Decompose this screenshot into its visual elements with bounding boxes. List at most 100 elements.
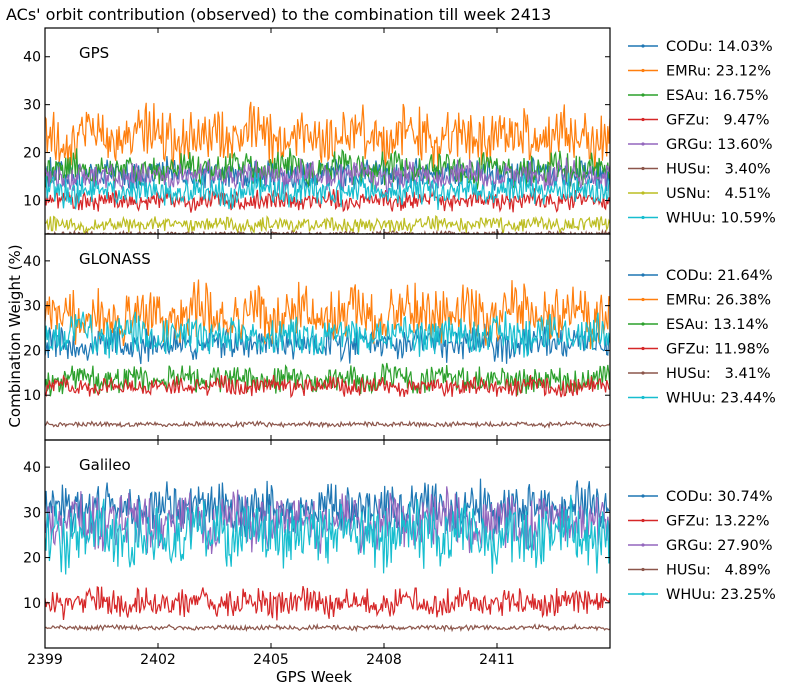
legend-item-gps-whuu: WHUu: 10.59% [628,211,776,227]
legend-label: GFZu: 9.47% [666,113,769,129]
legend-marker [641,93,645,97]
panel-frame-galileo [44,439,611,649]
x-axis-label: GPS Week [276,668,352,686]
legend-item-gps-codu: CODu: 14.03% [628,39,773,55]
legend-item-galileo-husu: HUSu: 4.89% [628,563,771,579]
y-tick-label: 40 [23,254,41,270]
panels: GPS 10 20 30 40 CODu: 14.03% EMRu: 23.12% ESAu:… [23,27,776,668]
legend-label: ESAu: 16.75% [666,88,769,104]
legend-item-gps-grgu: GRGu: 13.60% [628,137,773,153]
panel-galileo-lines [45,478,610,633]
legend-marker [641,518,645,523]
legend-label: WHUu: 10.59% [666,211,776,227]
legend-marker [641,273,645,277]
legend-item-gps-gfzu: GFZu: 9.47% [628,113,769,129]
y-tick-label: 30 [23,505,41,521]
series-line-gps-grgu [45,157,610,195]
panel-label-gps: GPS [79,44,109,62]
legend-marker [641,297,645,302]
legend-marker [641,44,645,48]
legend-item-glonass-codu: CODu: 21.64% [628,268,773,284]
x-tick-label: 2399 [27,652,63,668]
panel-glonass-lines [45,279,610,429]
series-line-gps-usnu [45,214,610,234]
legend-label: GRGu: 27.90% [666,538,773,554]
y-tick-label: 20 [23,343,41,359]
panel-label-glonass: GLONASS [79,250,151,268]
series-line-galileo-codu [45,478,610,538]
legend-marker [641,68,645,73]
panel-gps-lines [45,101,610,234]
legend-label: EMRu: 26.38% [666,293,771,309]
legend-label: HUSu: 3.41% [666,366,771,382]
legend-label: GRGu: 13.60% [666,137,773,153]
legend-label: CODu: 21.64% [666,268,773,284]
y-tick-label: 30 [23,98,41,114]
legend-marker [641,191,645,195]
legend-item-glonass-esau: ESAu: 13.14% [628,317,769,333]
series-line-gps-whuu [45,172,610,211]
y-tick-label: 10 [23,193,41,209]
y-axis-label: Combination Weight (%) [6,244,24,427]
legend-marker [641,592,645,596]
legend-marker [641,166,645,171]
legend-marker [641,215,645,220]
series-line-glonass-whuu [45,311,610,359]
legend-item-galileo-whuu: WHUu: 23.25% [628,587,776,603]
y-tick-label: 10 [23,388,41,404]
panel-label-galileo: Galileo [79,456,131,474]
series-line-glonass-husu [45,419,610,429]
legend-label: GFZu: 13.22% [666,514,769,530]
series-line-gps-emru [45,101,610,171]
legend-item-glonass-gfzu: GFZu: 11.98% [628,342,769,358]
y-tick-label: 20 [23,146,41,162]
legend-label: WHUu: 23.25% [666,587,776,603]
legend-item-gps-emru: EMRu: 23.12% [628,64,771,80]
legend-marker [641,142,645,146]
legend-label: CODu: 14.03% [666,39,773,55]
x-tick-label: 2405 [253,652,289,668]
legend-item-glonass-whuu: WHUu: 23.44% [628,391,776,407]
legend-label: HUSu: 3.40% [666,162,771,178]
series-line-glonass-gfzu [45,374,610,399]
y-tick-label: 40 [23,50,41,66]
legend-marker [641,494,645,498]
legend-item-galileo-grgu: GRGu: 27.90% [628,538,773,554]
legend-item-glonass-emru: EMRu: 26.38% [628,293,771,309]
legend-label: GFZu: 11.98% [666,342,769,358]
series-line-glonass-esau [45,362,610,397]
legend-marker [641,117,645,122]
y-tick-label: 20 [23,551,41,567]
x-tick-label: 2408 [366,652,402,668]
y-tick-label: 30 [23,299,41,315]
chart-title: ACs' orbit contribution (observed) to th… [6,5,551,24]
legend-item-galileo-codu: CODu: 30.74% [628,489,773,505]
series-line-galileo-whuu [45,494,610,575]
series-line-gps-gfzu [45,187,610,213]
legend-marker [641,346,645,351]
legend-label: WHUu: 23.44% [666,391,776,407]
y-tick-label: 40 [23,460,41,476]
y-tick-label: 10 [23,596,41,612]
legend-label: USNu: 4.51% [666,186,771,202]
legend-item-glonass-husu: HUSu: 3.41% [628,366,771,382]
legend-label: EMRu: 23.12% [666,64,771,80]
legend-label: ESAu: 13.14% [666,317,769,333]
legend-marker [641,322,645,326]
x-tick-label: 2402 [140,652,176,668]
series-line-gps-husu [45,228,610,234]
legend-marker [641,371,645,375]
legend-item-galileo-gfzu: GFZu: 13.22% [628,514,769,530]
x-tick-label: 2411 [479,652,515,668]
legend-marker [641,395,645,400]
legend-item-gps-usnu: USNu: 4.51% [628,186,771,202]
legend-item-gps-esau: ESAu: 16.75% [628,88,769,104]
series-line-galileo-gfzu [45,585,610,621]
legend-marker [641,543,645,547]
legend-marker [641,567,645,572]
legend-label: CODu: 30.74% [666,489,773,505]
legend-item-gps-husu: HUSu: 3.40% [628,162,771,178]
legend-label: HUSu: 4.89% [666,563,771,579]
series-line-galileo-husu [45,623,610,633]
